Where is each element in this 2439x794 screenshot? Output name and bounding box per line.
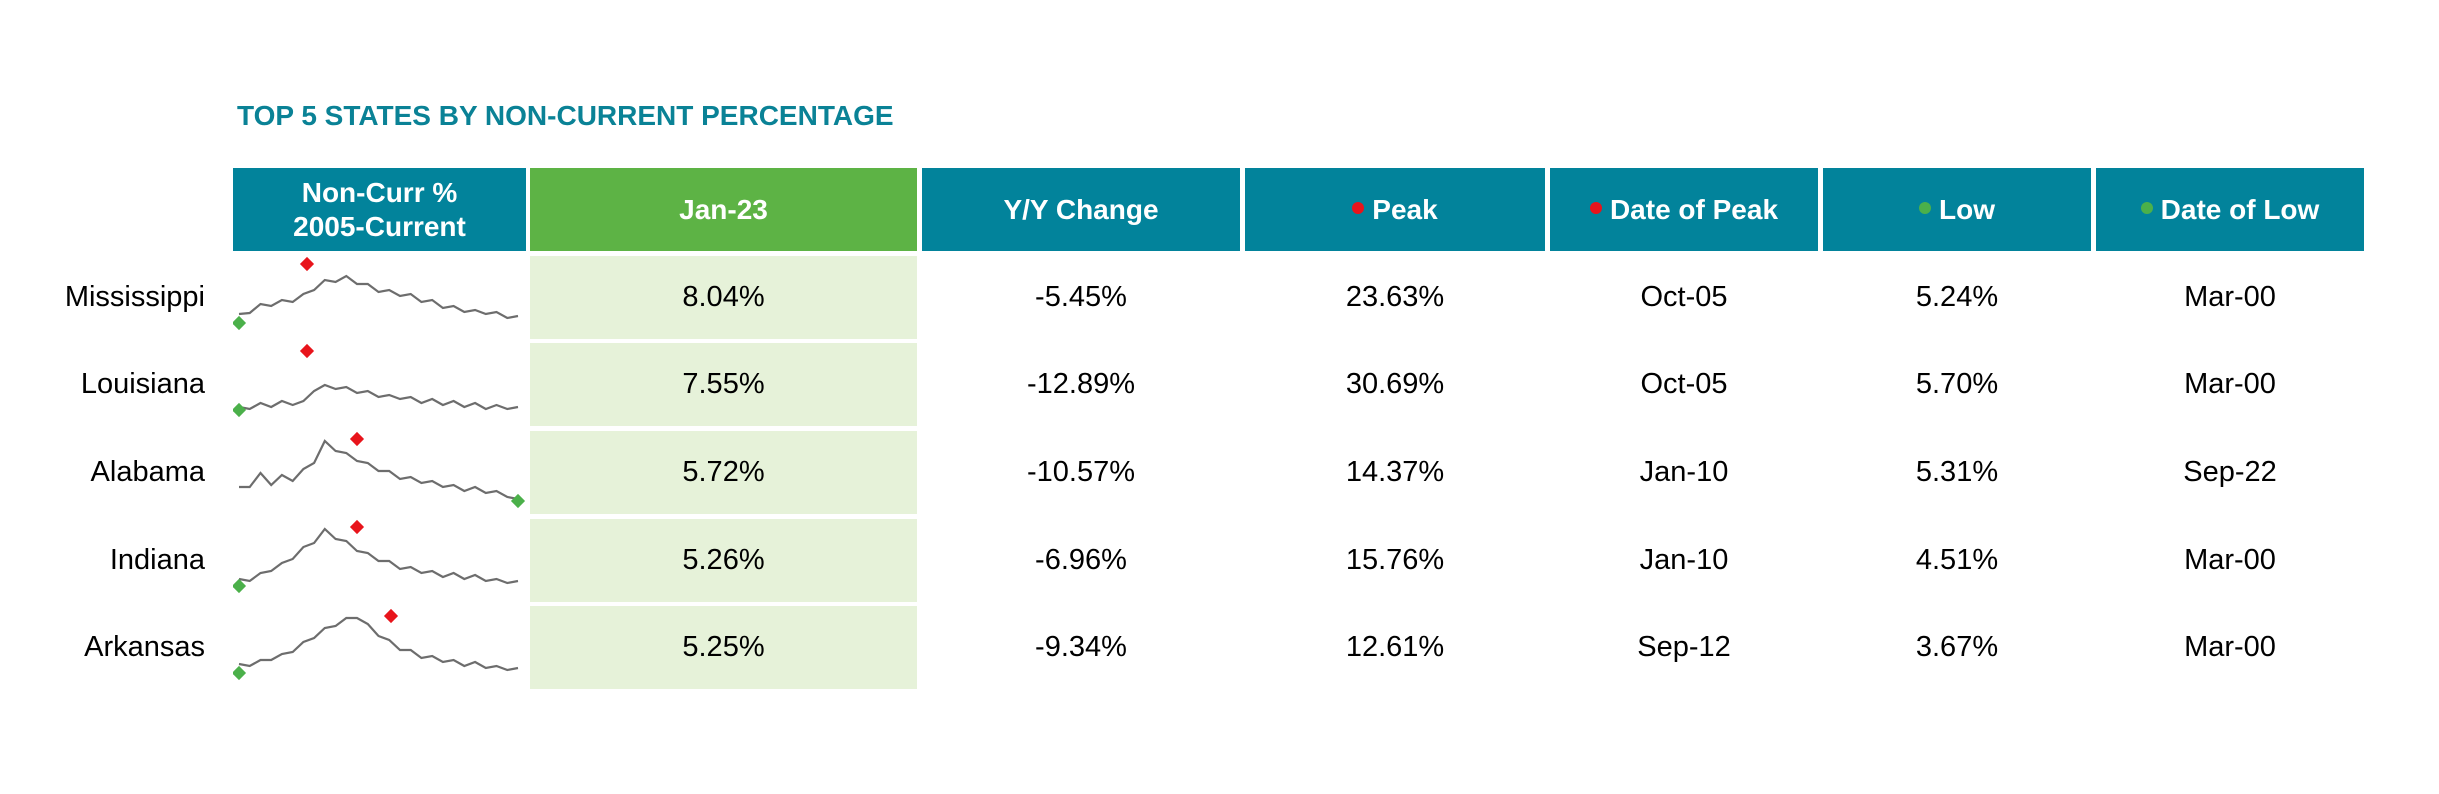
cell-jan: 8.04% xyxy=(682,281,765,313)
peak-dot-icon xyxy=(1352,201,1365,214)
state-label: Alabama xyxy=(90,456,205,488)
state-label: Arkansas xyxy=(84,631,205,663)
header-yy-change: Y/Y Change xyxy=(922,168,1240,251)
header-yy-label: Y/Y Change xyxy=(1003,193,1159,225)
cell-jan: 5.26% xyxy=(682,544,765,576)
cell-peak: 12.61% xyxy=(1345,631,1445,663)
cell-yy: -12.89% xyxy=(1026,368,1135,400)
sparkline-path xyxy=(238,527,519,585)
state-label: Mississippi xyxy=(64,281,205,313)
low-marker xyxy=(233,402,247,418)
cell-date-peak: Jan-10 xyxy=(1639,544,1729,576)
header-peak: Peak xyxy=(1245,168,1545,251)
low-marker xyxy=(233,665,247,681)
header-peak-label: Peak xyxy=(1372,193,1438,225)
jan-cell-background xyxy=(530,606,917,689)
low-marker xyxy=(233,578,247,594)
cell-date-peak: Oct-05 xyxy=(1640,281,1728,313)
peak-marker xyxy=(349,431,365,447)
sparkline xyxy=(239,431,526,509)
cell-date-low: Mar-00 xyxy=(2184,281,2276,313)
sparkline xyxy=(233,256,519,331)
header-jan: Jan-23 xyxy=(530,168,917,251)
cell-peak: 30.69% xyxy=(1345,368,1445,400)
cell-low: 5.24% xyxy=(1915,281,1999,313)
cell-date-low: Mar-00 xyxy=(2184,544,2276,576)
sparkline-path xyxy=(239,439,519,501)
cell-low: 5.31% xyxy=(1915,456,1999,488)
sparkline xyxy=(233,608,519,681)
jan-cell-background xyxy=(530,431,917,514)
cell-low: 4.51% xyxy=(1915,544,1999,576)
header-date-low-label: Date of Low xyxy=(2160,193,2320,225)
cell-date-peak: Jan-10 xyxy=(1639,456,1729,488)
jan-cell-background xyxy=(530,343,917,426)
cell-date-low: Mar-00 xyxy=(2184,631,2276,663)
header-sparkline-line1: Non-Curr % xyxy=(301,176,458,208)
peak-marker xyxy=(383,608,399,624)
cell-peak: 23.63% xyxy=(1345,281,1445,313)
cell-jan: 5.72% xyxy=(682,456,765,488)
peak-marker xyxy=(349,519,365,535)
low-dot-icon xyxy=(1919,201,1931,214)
state-label: Louisiana xyxy=(80,368,205,400)
peak-marker xyxy=(299,343,315,359)
header-date-peak-label: Date of Peak xyxy=(1609,193,1779,225)
chart-title: TOP 5 STATES BY NON-CURRENT PERCENTAGE xyxy=(237,100,894,131)
cell-yy: -9.34% xyxy=(1035,631,1127,663)
header-date-low: Date of Low xyxy=(2096,168,2364,251)
cell-jan: 7.55% xyxy=(682,368,765,400)
header-sparkline-line2: 2005-Current xyxy=(293,210,466,242)
low-marker xyxy=(233,315,247,331)
sparkline xyxy=(233,343,519,418)
cell-date-peak: Oct-05 xyxy=(1640,368,1728,400)
cell-yy: -6.96% xyxy=(1035,544,1127,576)
header-date-peak: Date of Peak xyxy=(1550,168,1818,251)
cell-peak: 14.37% xyxy=(1345,456,1445,488)
sparkline-path xyxy=(238,616,519,672)
cell-date-peak: Sep-12 xyxy=(1637,631,1731,663)
low-dot-icon xyxy=(2140,201,2153,214)
sparkline-path xyxy=(238,383,519,411)
cell-date-low: Mar-00 xyxy=(2184,368,2276,400)
cell-low: 3.67% xyxy=(1915,631,1999,663)
jan-cell-background xyxy=(530,256,917,339)
jan-cell-background xyxy=(530,519,917,602)
cell-jan: 5.25% xyxy=(682,631,765,663)
cell-peak: 15.76% xyxy=(1345,544,1445,576)
sparkline xyxy=(233,519,519,594)
header-low: Low xyxy=(1823,168,2091,251)
low-marker xyxy=(510,493,526,509)
header-jan-label: Jan-23 xyxy=(679,193,768,225)
header-sparkline: Non-Curr % 2005-Current xyxy=(233,168,526,251)
header-low-label: Low xyxy=(1939,193,1995,225)
cell-date-low: Sep-22 xyxy=(2183,456,2277,488)
cell-yy: -10.57% xyxy=(1026,456,1135,488)
sparkline-path xyxy=(238,274,519,320)
cell-yy: -5.45% xyxy=(1035,281,1127,313)
state-label: Indiana xyxy=(109,544,205,576)
cell-low: 5.70% xyxy=(1915,368,1999,400)
peak-marker xyxy=(299,256,315,272)
peak-dot-icon xyxy=(1589,201,1602,214)
